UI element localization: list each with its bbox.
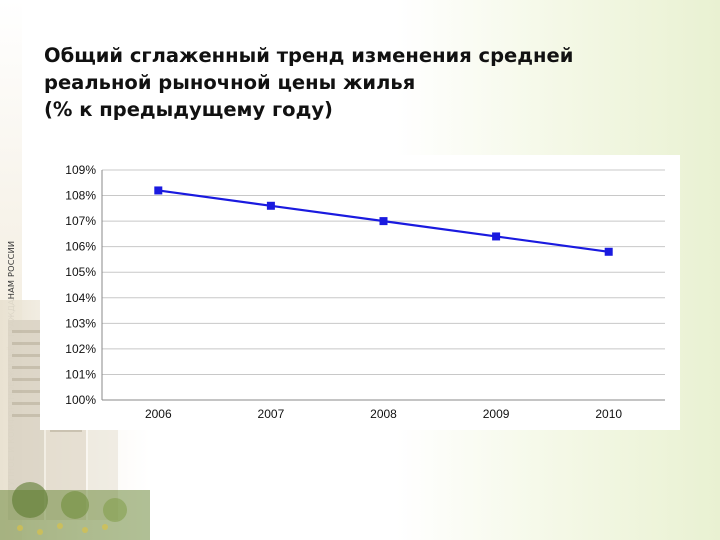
y-tick-label: 101% [65, 367, 96, 381]
y-tick-label: 106% [65, 240, 96, 254]
y-tick-label: 109% [65, 163, 96, 177]
data-point [379, 217, 388, 226]
y-tick-label: 108% [65, 189, 96, 203]
data-point [266, 201, 275, 210]
title-line-2: реальной рыночной цены жилья [44, 71, 416, 94]
y-tick-label: 102% [65, 342, 96, 356]
x-tick-label: 2009 [483, 407, 510, 421]
y-tick-label: 104% [65, 291, 96, 305]
data-point [154, 186, 163, 195]
y-tick-label: 105% [65, 265, 96, 279]
line-chart: 100% 101% 102% 103% 104% 105% 106% 107% 108% 109%… [65, 163, 665, 421]
x-tick-label: 2010 [595, 407, 622, 421]
y-tick-label: 107% [65, 214, 96, 228]
y-tick-label: 103% [65, 316, 96, 330]
data-point [604, 247, 613, 256]
title-line-1: Общий сглаженный тренд изменения средней [44, 44, 574, 67]
x-tick-label: 2006 [145, 407, 172, 421]
y-tick-label: 100% [65, 393, 96, 407]
x-tick-label: 2007 [258, 407, 285, 421]
x-tick-label: 2008 [370, 407, 397, 421]
data-point [492, 232, 501, 241]
title-line-3: (% к предыдущему году) [44, 98, 333, 121]
slide-title: Общий сглаженный тренд изменения средней… [44, 42, 684, 123]
chart-frame: 100% 101% 102% 103% 104% 105% 106% 107% 108% 109%… [40, 155, 680, 430]
